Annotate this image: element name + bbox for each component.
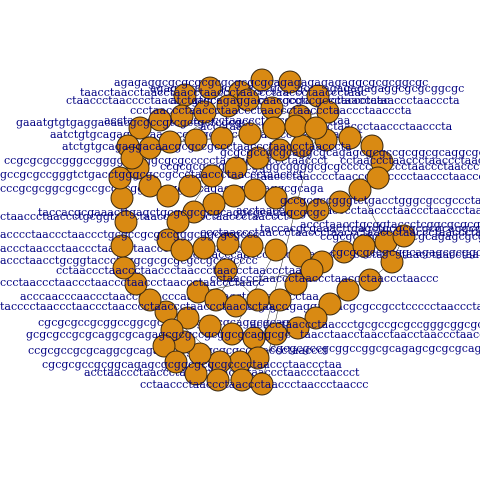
sequence-label: gccgcgccgggtctgacctgggcgccgccctaaccctaac… bbox=[0, 168, 304, 181]
graph-node bbox=[284, 272, 308, 296]
sequence-label: cctaaccctaaccctaaccctaaccctaaccctaaccc bbox=[210, 272, 438, 285]
sequence-label: accctaacctgcggtaccctcggcgcgcgcgccgcggccc… bbox=[300, 218, 480, 231]
sequence-label: cctaaccctaaccctaaccctaaccctaaccctaacccta… bbox=[56, 264, 302, 277]
graph-node bbox=[246, 146, 270, 170]
graph-node bbox=[216, 232, 240, 256]
graph-node bbox=[338, 126, 362, 150]
graph-node bbox=[336, 278, 360, 302]
graph-node bbox=[156, 184, 180, 208]
graph-node bbox=[193, 100, 217, 124]
sequence-label: gaaatgtgtgaggacaacgcgccgtcgctgctcgcgcc bbox=[16, 116, 254, 129]
graph-node bbox=[243, 178, 267, 202]
graph-node bbox=[366, 166, 390, 190]
graph-node bbox=[200, 164, 224, 188]
sequence-label: cgcgcgccgcggcagagcgcggcgcgcgcccctaacccta… bbox=[330, 246, 480, 259]
sequence-label: taccacgcgaaacttgagctgcgcgcgcgcaggcgcagag… bbox=[38, 206, 326, 219]
sequence-label: ctaaccctaacccctaaccctaacccctaaccctaaccct… bbox=[250, 170, 480, 183]
sequence-label: taacctaacctaacctaacctaaccctaaccctaacccta… bbox=[300, 328, 480, 341]
graph-node bbox=[300, 258, 324, 282]
graph-node bbox=[184, 128, 208, 152]
sequence-label: taacctaacctaacctaacctaaccctaaccctaacccta… bbox=[80, 86, 367, 99]
graph-node bbox=[198, 314, 222, 338]
graph-node bbox=[238, 122, 262, 146]
graph-node bbox=[170, 238, 194, 262]
graph-node bbox=[114, 210, 138, 234]
graph-node bbox=[216, 94, 240, 118]
graph-node bbox=[138, 174, 162, 198]
graph-node bbox=[120, 146, 144, 170]
graph-node bbox=[192, 236, 216, 260]
graph-node bbox=[240, 234, 264, 258]
graph-node bbox=[198, 76, 222, 100]
sequence-label: gccgcgccgggtctgacctgggcgccgccctaaccctaac… bbox=[280, 194, 480, 207]
graph-node bbox=[108, 166, 132, 190]
graph-node bbox=[206, 368, 230, 392]
graph-node bbox=[224, 294, 248, 318]
graph-node bbox=[284, 196, 308, 220]
graph-node bbox=[392, 224, 416, 248]
graph-node bbox=[246, 288, 270, 312]
sequence-label: ccctaaccctaaccctaaccctaaccctaaccctaaccct… bbox=[130, 104, 412, 117]
sequence-label: acccctaaccctaaccctgcgccgcgccgggcggcgcgcc… bbox=[250, 318, 480, 331]
graph-node bbox=[176, 306, 200, 330]
graph-node bbox=[158, 130, 182, 154]
sequence-labels-front: agagaggcgcgcgcgcgcgcgcgcagagagagagaggcgc… bbox=[0, 76, 480, 391]
sequence-label: ccctaaccctaaccctaaccctaaccctaaccctaaccct… bbox=[200, 226, 480, 239]
graph-node bbox=[250, 372, 274, 396]
graph-node bbox=[210, 126, 234, 150]
graph-node bbox=[128, 116, 152, 140]
sequence-label: tacccctaaccctaaccctaacccctaaccctaaccctaa… bbox=[0, 300, 288, 313]
graph-node bbox=[284, 114, 308, 138]
graph-node bbox=[184, 362, 208, 386]
graph-node bbox=[328, 190, 352, 214]
graph-node bbox=[202, 192, 226, 216]
graph-node bbox=[304, 306, 328, 330]
sequence-label: agagaggcgcgcgcgcgcgcgcgcagagagagagaggcgc… bbox=[114, 76, 428, 89]
graph-edge bbox=[257, 127, 317, 359]
sequence-label: atctgtgcagaggacaacgcgccgccctaaccctaaccct… bbox=[170, 94, 460, 107]
graph-node bbox=[380, 250, 404, 274]
graph-node bbox=[286, 316, 310, 340]
graph-node bbox=[178, 174, 202, 198]
graph-nodes bbox=[108, 68, 416, 396]
graph-node bbox=[164, 350, 188, 374]
graph-node bbox=[262, 116, 286, 140]
graph-node bbox=[264, 322, 288, 346]
graph-node bbox=[318, 292, 342, 316]
graph-node bbox=[220, 322, 244, 346]
graph-node bbox=[148, 108, 172, 132]
sequence-label: aatctgtgcagaggacaacgcgccgcctccccctaaccct… bbox=[230, 300, 480, 313]
graph-node bbox=[304, 116, 328, 140]
sequence-label: cctaaccctaaccctaaccctaaccctaaccctaaccc bbox=[140, 378, 368, 391]
graph-node bbox=[222, 184, 246, 208]
graph-node bbox=[250, 68, 274, 92]
sequence-label: gcgcgccgcgcaggcgcagagcgcgccgcggcgcaggcgc bbox=[220, 146, 480, 159]
graph-node bbox=[348, 178, 372, 202]
sequence-label: cctaaccctaaccctaaccctaaccctaaccctaacccta… bbox=[340, 154, 480, 167]
sequence-label: ccctaaccctaaccctaaccctaaccctaaccctaaccct… bbox=[0, 276, 264, 289]
graph-node bbox=[138, 288, 162, 312]
sequence-label: cgcgcgccgcggccggcgcagagcgcgcgcaggcgcagcg… bbox=[270, 342, 480, 355]
sequence-label: acccctaaccctaaccctgcgccgcgccgggcggcgcgcc… bbox=[0, 228, 259, 241]
graph-node bbox=[110, 234, 134, 258]
graph-node bbox=[352, 234, 376, 258]
graph-node bbox=[264, 238, 288, 262]
graph-node bbox=[316, 100, 340, 124]
sequence-label: taccacgcgaaacttgagctgcgcgcgcgcaggcgcagag… bbox=[260, 222, 480, 235]
graph-node bbox=[152, 334, 176, 358]
sequence-label: cgcgcgccgcggcagagcgcggcgcgcgcccctaacccta… bbox=[42, 358, 342, 371]
sequence-label: atctgtgcagaggacaacgcgccgccctaaccctaaccct… bbox=[62, 140, 352, 153]
graph-node bbox=[268, 138, 292, 162]
graph-node bbox=[166, 210, 190, 234]
graph-node bbox=[224, 156, 248, 180]
graph-node bbox=[124, 272, 148, 296]
graph-node bbox=[278, 70, 302, 94]
sequence-label: gcgcgccgcgcaggcgcagagcgcgccgcggcgcaggcgc bbox=[26, 328, 291, 341]
graph-node bbox=[264, 186, 288, 210]
graph-node bbox=[358, 268, 382, 292]
graph-node bbox=[170, 104, 194, 128]
graph-node bbox=[214, 258, 238, 282]
